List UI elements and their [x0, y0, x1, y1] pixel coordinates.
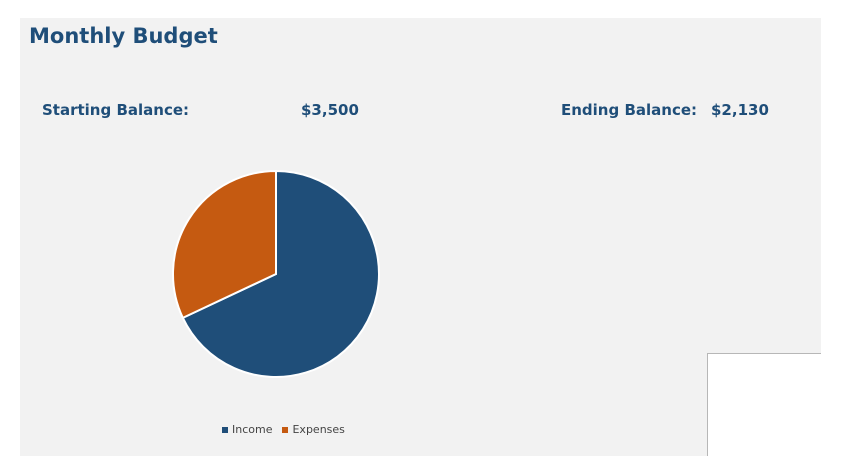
income-expenses-pie-chart[interactable]	[170, 168, 382, 380]
page-title: Monthly Budget	[29, 24, 218, 48]
legend-label-expenses: Expenses	[292, 423, 345, 436]
legend-item-income: Income	[222, 423, 272, 436]
ending-balance-value[interactable]: $2,130	[711, 101, 769, 119]
worksheet-area: Monthly Budget Starting Balance: $3,500 …	[20, 18, 821, 456]
pie-slice-income[interactable]	[181, 169, 380, 378]
legend-swatch-expenses	[282, 426, 289, 433]
legend-label-income: Income	[232, 423, 273, 436]
ending-balance-label: Ending Balance:	[561, 101, 698, 119]
starting-balance-value[interactable]: $3,500	[301, 101, 359, 119]
legend-swatch-income	[222, 426, 228, 433]
legend-item-expenses: Expenses	[282, 423, 345, 436]
starting-balance-label: Starting Balance:	[42, 101, 190, 119]
pie-slice-expenses[interactable]	[172, 169, 277, 320]
chart-legend: Income Expenses	[222, 423, 345, 436]
empty-cell-region[interactable]	[707, 353, 821, 456]
